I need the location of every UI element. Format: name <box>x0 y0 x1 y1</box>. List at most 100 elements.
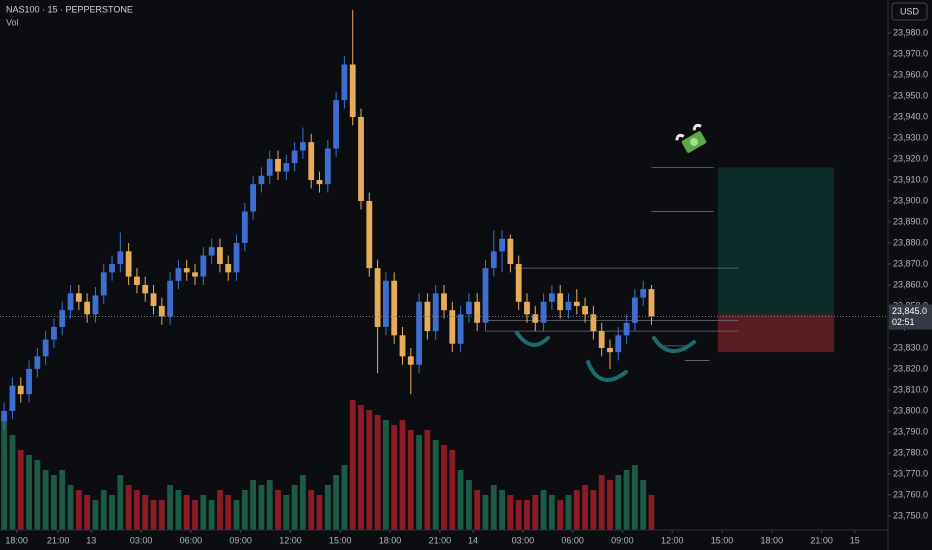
last-price-label: 23,845.0 <box>892 306 927 316</box>
candle-body <box>532 314 539 323</box>
x-tick-label: 09:00 <box>229 535 252 545</box>
chart-title: NAS100 · 15 · PEPPERSTONE <box>6 4 133 14</box>
volume-bar <box>548 495 555 530</box>
volume-bar <box>100 490 107 530</box>
volume-bar <box>84 495 91 530</box>
volume-bar <box>241 490 248 530</box>
volume-bar <box>474 490 481 530</box>
candle-body <box>474 301 481 323</box>
y-tick-label: 23,790.0 <box>893 426 928 436</box>
volume-bar <box>631 465 638 530</box>
price-axis <box>888 0 932 550</box>
y-tick-label: 23,750.0 <box>893 510 928 520</box>
y-tick-label: 23,820.0 <box>893 363 928 373</box>
candle-body <box>465 301 472 315</box>
volume-bar <box>258 485 265 530</box>
candle-body <box>590 314 597 332</box>
volume-bar <box>499 490 505 530</box>
candle-body <box>158 305 165 317</box>
volume-bar <box>557 500 564 530</box>
x-tick-label: 15:00 <box>329 535 352 545</box>
candle-body <box>241 211 248 243</box>
y-tick-label: 23,780.0 <box>893 447 928 457</box>
y-tick-label: 23,920.0 <box>893 153 928 163</box>
volume-bar <box>441 445 447 530</box>
x-tick-label: 12:00 <box>661 535 684 545</box>
candle-body <box>341 64 348 101</box>
candle-body <box>316 179 323 185</box>
x-tick-label: 15:00 <box>711 535 734 545</box>
y-tick-label: 23,960.0 <box>893 69 928 79</box>
volume-bar <box>490 485 497 530</box>
candle-body <box>573 301 580 306</box>
volume-bar <box>507 495 514 530</box>
candle-body <box>615 335 622 353</box>
volume-bar <box>1 420 8 530</box>
candle-body <box>283 163 290 172</box>
candle-body <box>490 251 497 269</box>
candle-body <box>416 301 423 365</box>
candle-body <box>175 268 182 281</box>
volume-bar <box>291 485 298 530</box>
volume-bar <box>358 405 364 530</box>
volume-bar <box>67 485 74 530</box>
candle-body <box>598 331 605 348</box>
volume-bar <box>349 400 356 530</box>
y-tick-label: 23,930.0 <box>893 132 928 142</box>
volume-bar <box>515 500 522 530</box>
candle-body <box>125 251 132 277</box>
candle-body <box>250 184 257 212</box>
candle-body <box>84 301 91 315</box>
candle-body <box>100 272 107 296</box>
volume-bar <box>383 420 389 530</box>
volume-bar <box>59 470 66 530</box>
candle-body <box>640 289 647 298</box>
volume-bar <box>432 440 439 530</box>
candle-body <box>42 339 49 357</box>
volume-bar <box>9 435 16 530</box>
candle-body <box>266 158 273 176</box>
currency-button[interactable] <box>891 2 928 21</box>
candle-body <box>142 284 149 294</box>
candle-body <box>507 238 514 264</box>
y-tick-label: 23,860.0 <box>893 279 928 289</box>
volume-bar <box>424 430 431 530</box>
candle-body <box>1 410 8 422</box>
volume-bar <box>225 495 232 530</box>
candle-body <box>167 280 174 317</box>
candle-body <box>457 314 464 344</box>
volume-bar <box>615 475 622 530</box>
candle-body <box>391 280 398 336</box>
candle-body <box>324 148 331 185</box>
volume-bar <box>75 490 82 530</box>
volume-bar <box>192 500 198 530</box>
volume-bar <box>175 490 182 530</box>
volume-bar <box>26 455 32 530</box>
candle-body <box>275 158 281 172</box>
candle-body <box>383 280 389 327</box>
volume-bar <box>590 490 597 530</box>
drawing-arc <box>652 336 696 353</box>
volume-bar <box>275 490 281 530</box>
candle-body <box>200 255 207 277</box>
volume-bar <box>117 475 124 530</box>
x-tick-label: 03:00 <box>130 535 153 545</box>
candle-body <box>631 297 638 323</box>
volume-label: Vol <box>6 17 19 27</box>
volume-bar <box>482 495 489 530</box>
currency-label[interactable]: USD <box>900 6 920 16</box>
candle-body <box>75 293 82 302</box>
x-tick-label: 06:00 <box>180 535 203 545</box>
y-tick-label: 23,760.0 <box>893 489 928 499</box>
money-icon <box>675 123 707 153</box>
target-zone <box>717 167 835 315</box>
volume-bar <box>391 425 398 530</box>
volume-bar <box>532 495 539 530</box>
candle-body <box>192 272 198 277</box>
candle-body <box>407 356 414 365</box>
volume-bar <box>125 485 132 530</box>
volume-bar <box>208 500 215 530</box>
x-tick-label: 21:00 <box>810 535 833 545</box>
volume-bar <box>266 480 273 530</box>
